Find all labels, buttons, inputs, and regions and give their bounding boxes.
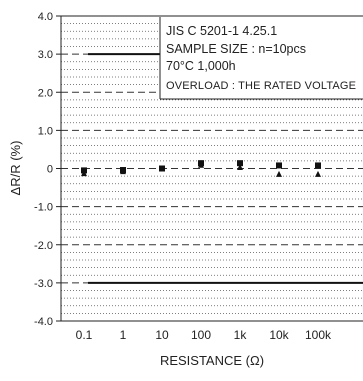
triangle-marker [276, 170, 282, 177]
y-tick-label: 2.0 [38, 87, 53, 99]
y-tick-label: -4.0 [34, 316, 53, 328]
annotation-box: JIS C 5201-1 4.25.1 SAMPLE SIZE : n=10pcs… [159, 17, 363, 100]
triangle-marker [81, 170, 87, 177]
triangle-marker [120, 168, 126, 175]
square-marker [237, 160, 243, 167]
data-points [81, 160, 321, 177]
x-tick-label: 10 [155, 328, 169, 342]
y-tick-label: -1.0 [34, 202, 53, 214]
annotation-line: JIS C 5201-1 4.25.1 [166, 24, 277, 38]
y-tick-label: -2.0 [34, 240, 53, 252]
annotation-line: SAMPLE SIZE : n=10pcs [166, 42, 306, 56]
y-tick-label: -3.0 [34, 278, 53, 290]
triangle-marker [198, 161, 204, 168]
triangle-marker [237, 163, 243, 170]
triangle-marker [315, 170, 321, 177]
square-marker [315, 162, 321, 169]
x-tick-label: 100k [305, 328, 332, 342]
x-tick-label: 1k [234, 328, 248, 342]
y-tick-label: 3.0 [38, 49, 53, 61]
annotation-line: OVERLOAD : THE RATED VOLTAGE [166, 80, 356, 92]
x-tick-label: 100 [191, 328, 211, 342]
y-tick-label: 0 [47, 164, 53, 176]
x-tick-label: 0.1 [76, 328, 93, 342]
y-axis-label: ΔR/R (%) [8, 141, 23, 196]
y-tick-label: 4.0 [38, 11, 53, 23]
x-tick-labels: 0.1 1 10 100 1k 10k 100k [76, 328, 332, 342]
x-tick-label: 1 [120, 328, 127, 342]
triangle-marker [159, 165, 165, 172]
y-tick-label: 1.0 [38, 125, 53, 137]
x-tick-label: 10k [269, 328, 289, 342]
y-tick-labels: 4.0 3.0 2.0 1.0 0 -1.0 -2.0 -3.0 -4.0 [34, 11, 61, 328]
x-axis-label: RESISTANCE (Ω) [160, 353, 264, 368]
annotation-line: 70°C 1,000h [166, 59, 236, 73]
square-marker [276, 162, 282, 169]
